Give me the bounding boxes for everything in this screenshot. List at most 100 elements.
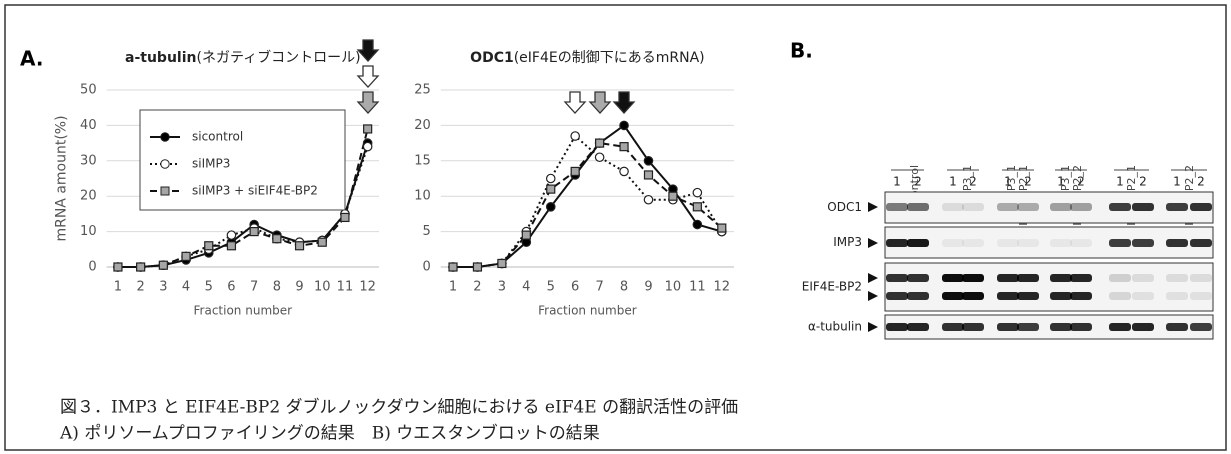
title-sub: (ネガティブコントロール) xyxy=(196,49,360,66)
title-sub: (eIF4Eの制御下にあるmRNA) xyxy=(514,50,705,66)
band xyxy=(962,203,984,211)
band xyxy=(907,274,929,282)
y-tick-label: 5 xyxy=(423,224,431,239)
band xyxy=(1017,239,1039,247)
band xyxy=(886,292,908,300)
point xyxy=(620,143,628,151)
x-axis-label: Fraction number xyxy=(538,304,637,318)
lane-number: 1 xyxy=(1057,175,1065,189)
x-tick-label: 1 xyxy=(449,280,457,295)
point xyxy=(273,235,281,243)
point xyxy=(227,242,235,250)
band xyxy=(907,203,929,211)
point xyxy=(449,263,457,271)
x-tick-label: 9 xyxy=(295,280,303,295)
band xyxy=(942,274,964,282)
x-axis-label: Fraction number xyxy=(194,304,293,318)
point xyxy=(250,228,258,236)
x-tick-label: 3 xyxy=(159,280,167,295)
point xyxy=(571,132,579,140)
y-tick-label: 25 xyxy=(414,83,431,98)
band xyxy=(1109,203,1131,211)
band xyxy=(907,323,929,331)
band xyxy=(1132,323,1154,331)
legend-marker xyxy=(161,160,169,168)
lane-number: 2 xyxy=(1024,175,1032,189)
point xyxy=(693,203,701,211)
point xyxy=(227,231,235,239)
y-tick-label: 30 xyxy=(80,153,97,168)
band xyxy=(1190,239,1212,247)
band xyxy=(1166,274,1188,282)
point xyxy=(693,188,701,196)
band xyxy=(942,203,964,211)
y-tick-label: 0 xyxy=(423,260,431,275)
lane-number: 2 xyxy=(1139,175,1147,189)
x-tick-label: 8 xyxy=(620,280,628,295)
x-tick-label: 7 xyxy=(595,280,603,295)
row-label: EIF4E-BP2 xyxy=(802,280,862,294)
x-tick-label: 3 xyxy=(498,280,506,295)
y-tick-label: 50 xyxy=(80,83,97,98)
figure: A. B. 図３．IMP3 と EIF4E-BP2 ダブルノックダウン細胞におけ… xyxy=(0,0,1231,454)
point xyxy=(693,220,701,228)
panel-label: A. xyxy=(20,47,43,71)
band xyxy=(1070,274,1092,282)
band xyxy=(1109,239,1131,247)
point xyxy=(205,242,213,250)
x-tick-label: 6 xyxy=(227,280,235,295)
legend-marker xyxy=(161,133,169,141)
band xyxy=(962,292,984,300)
point xyxy=(137,263,145,271)
x-tick-label: 1 xyxy=(114,280,122,295)
x-tick-label: 6 xyxy=(571,280,579,295)
point xyxy=(547,203,555,211)
lane-number: 1 xyxy=(1173,175,1181,189)
point xyxy=(596,139,604,147)
point xyxy=(718,224,726,232)
band xyxy=(1050,274,1072,282)
band xyxy=(1109,323,1131,331)
x-tick-label: 7 xyxy=(250,280,258,295)
chart-title: a-tubulin(ネガティブコントロール) xyxy=(125,49,361,66)
band xyxy=(962,274,984,282)
band xyxy=(1070,239,1092,247)
y-tick-label: 10 xyxy=(414,189,431,204)
band xyxy=(1050,292,1072,300)
band xyxy=(1070,292,1092,300)
x-tick-label: 10 xyxy=(314,280,331,295)
caption: 図３．IMP3 と EIF4E-BP2 ダブルノックダウン細胞における eIF4… xyxy=(60,397,738,418)
y-axis-label: mRNA amount(%) xyxy=(54,115,70,241)
band xyxy=(1132,292,1154,300)
band xyxy=(1166,292,1188,300)
title-main: a-tubulin xyxy=(125,50,196,66)
point xyxy=(547,174,555,182)
panel-label: B. xyxy=(790,39,813,63)
lane-number: 2 xyxy=(969,175,977,189)
point xyxy=(644,196,652,204)
band xyxy=(1017,274,1039,282)
blot-box xyxy=(885,263,1213,311)
lane-number: 1 xyxy=(893,175,901,189)
x-tick-label: 4 xyxy=(522,280,530,295)
point xyxy=(363,142,371,150)
chart-title: ODC1(eIF4Eの制御下にあるmRNA) xyxy=(470,50,704,66)
point xyxy=(296,242,304,250)
point xyxy=(473,263,481,271)
x-tick-label: 11 xyxy=(689,280,706,295)
legend-label: sicontrol xyxy=(192,130,243,144)
band xyxy=(997,239,1019,247)
legend-marker xyxy=(161,187,169,195)
band xyxy=(907,292,929,300)
band xyxy=(1109,274,1131,282)
row-label: α-tubulin xyxy=(808,320,862,334)
point xyxy=(620,121,628,129)
band xyxy=(886,274,908,282)
x-tick-label: 9 xyxy=(644,280,652,295)
point xyxy=(318,238,326,246)
band xyxy=(1070,203,1092,211)
band xyxy=(962,239,984,247)
x-tick-label: 5 xyxy=(547,280,555,295)
band xyxy=(1190,292,1212,300)
title-main: ODC1 xyxy=(470,50,514,66)
